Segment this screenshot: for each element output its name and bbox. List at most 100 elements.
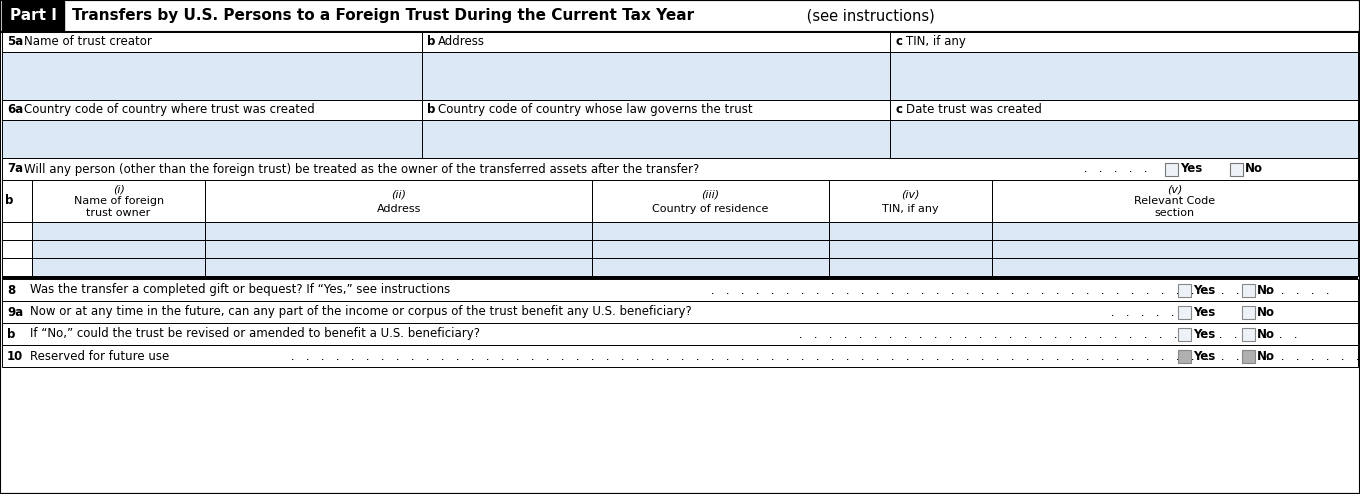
Bar — [423, 52, 891, 100]
Bar — [205, 258, 592, 276]
Text: Name of foreign: Name of foreign — [73, 196, 163, 206]
Bar — [423, 32, 891, 52]
Text: (see instructions): (see instructions) — [802, 8, 934, 24]
Bar — [1, 52, 423, 100]
Text: Will any person (other than the foreign trust) be treated as the owner of the tr: Will any person (other than the foreign … — [24, 163, 699, 175]
Bar — [1, 258, 31, 276]
Bar — [31, 180, 205, 222]
Bar — [991, 222, 1359, 240]
Text: Name of trust creator: Name of trust creator — [24, 36, 152, 48]
Bar — [1229, 163, 1243, 176]
Bar — [1, 323, 1359, 345]
Bar — [1178, 328, 1191, 341]
Text: TIN, if any: TIN, if any — [906, 36, 966, 48]
Text: No: No — [1257, 328, 1276, 340]
Text: b: b — [427, 36, 435, 48]
Text: Yes: Yes — [1193, 328, 1216, 340]
Bar — [1, 222, 31, 240]
Text: (iv): (iv) — [902, 190, 919, 200]
Bar — [592, 240, 830, 258]
Text: TIN, if any: TIN, if any — [883, 204, 938, 213]
Text: Yes: Yes — [1180, 163, 1202, 175]
Bar — [991, 180, 1359, 222]
Bar — [592, 180, 830, 222]
Bar — [1, 100, 423, 120]
Bar — [592, 222, 830, 240]
Bar — [830, 180, 991, 222]
Bar — [31, 222, 205, 240]
Text: trust owner: trust owner — [87, 208, 151, 218]
Text: Address: Address — [438, 36, 486, 48]
Text: No: No — [1257, 305, 1276, 319]
Bar — [1178, 306, 1191, 319]
Text: Relevant Code: Relevant Code — [1134, 196, 1216, 206]
Text: (v): (v) — [1167, 184, 1183, 194]
Text: b: b — [427, 104, 435, 117]
Text: 7a: 7a — [7, 163, 23, 175]
Bar — [991, 240, 1359, 258]
Text: Date trust was created: Date trust was created — [906, 104, 1042, 117]
Bar — [891, 32, 1359, 52]
Bar — [1, 279, 1359, 301]
Text: Country code of country where trust was created: Country code of country where trust was … — [24, 104, 314, 117]
Text: c: c — [895, 104, 902, 117]
Bar — [1, 345, 1359, 367]
Bar — [1242, 284, 1255, 297]
Bar — [205, 180, 592, 222]
Text: section: section — [1155, 208, 1195, 218]
Bar — [31, 258, 205, 276]
Text: 10: 10 — [7, 349, 23, 363]
Text: Yes: Yes — [1193, 305, 1216, 319]
Text: 5a: 5a — [7, 36, 23, 48]
Text: 6a: 6a — [7, 104, 23, 117]
Bar — [1, 1, 64, 31]
Bar — [830, 222, 991, 240]
Text: Yes: Yes — [1193, 349, 1216, 363]
Text: b: b — [7, 328, 15, 340]
Bar — [1, 276, 1359, 279]
Bar — [423, 120, 891, 158]
Bar — [830, 258, 991, 276]
Text: c: c — [895, 36, 902, 48]
Text: No: No — [1257, 349, 1276, 363]
Text: Was the transfer a completed gift or bequest? If “Yes,” see instructions: Was the transfer a completed gift or beq… — [30, 284, 450, 296]
Bar — [1242, 306, 1255, 319]
Text: .   .   .   .   .   .: . . . . . . — [1107, 305, 1197, 319]
Bar — [31, 240, 205, 258]
Bar — [1178, 284, 1191, 297]
Bar — [1242, 350, 1255, 363]
Bar — [592, 258, 830, 276]
Bar — [1242, 328, 1255, 341]
Bar — [891, 52, 1359, 100]
Text: Part I: Part I — [10, 8, 56, 24]
Text: 8: 8 — [7, 284, 15, 296]
Text: .   .   .   .   .   .   .   .   .   .   .   .   .   .   .   .   .   .   .   .   : . . . . . . . . . . . . . . . . . . . . — [796, 328, 1306, 340]
Bar — [205, 240, 592, 258]
Text: Country code of country whose law governs the trust: Country code of country whose law govern… — [438, 104, 753, 117]
Text: (iii): (iii) — [702, 190, 719, 200]
Bar — [1, 240, 31, 258]
Bar — [1, 301, 1359, 323]
Bar — [1178, 350, 1191, 363]
Text: No: No — [1257, 284, 1276, 296]
Bar — [891, 120, 1359, 158]
Text: If “No,” could the trust be revised or amended to benefit a U.S. beneficiary?: If “No,” could the trust be revised or a… — [30, 328, 480, 340]
Bar — [0, 0, 1360, 32]
Bar — [205, 222, 592, 240]
Text: Now or at any time in the future, can any part of the income or corpus of the tr: Now or at any time in the future, can an… — [30, 305, 692, 319]
Text: b: b — [5, 195, 14, 207]
Text: .   .   .   .   .   .   .   .   .   .   .   .   .   .   .   .   .   .   .   .   : . . . . . . . . . . . . . . . . . . . . — [287, 349, 1360, 363]
Bar — [991, 258, 1359, 276]
Text: Country of residence: Country of residence — [653, 204, 768, 213]
Bar — [1, 120, 423, 158]
Text: 9a: 9a — [7, 305, 23, 319]
Text: .   .   .   .   .: . . . . . — [1080, 163, 1155, 175]
Text: Transfers by U.S. Persons to a Foreign Trust During the Current Tax Year: Transfers by U.S. Persons to a Foreign T… — [72, 8, 694, 24]
Bar — [830, 240, 991, 258]
Text: Reserved for future use: Reserved for future use — [30, 349, 169, 363]
Bar — [1, 32, 423, 52]
Text: (ii): (ii) — [392, 190, 407, 200]
Bar — [1, 158, 1359, 180]
Bar — [1, 180, 31, 222]
Text: .   .   .   .   .   .   .   .   .   .   .   .   .   .   .   .   .   .   .   .   : . . . . . . . . . . . . . . . . . . . . — [707, 284, 1337, 296]
